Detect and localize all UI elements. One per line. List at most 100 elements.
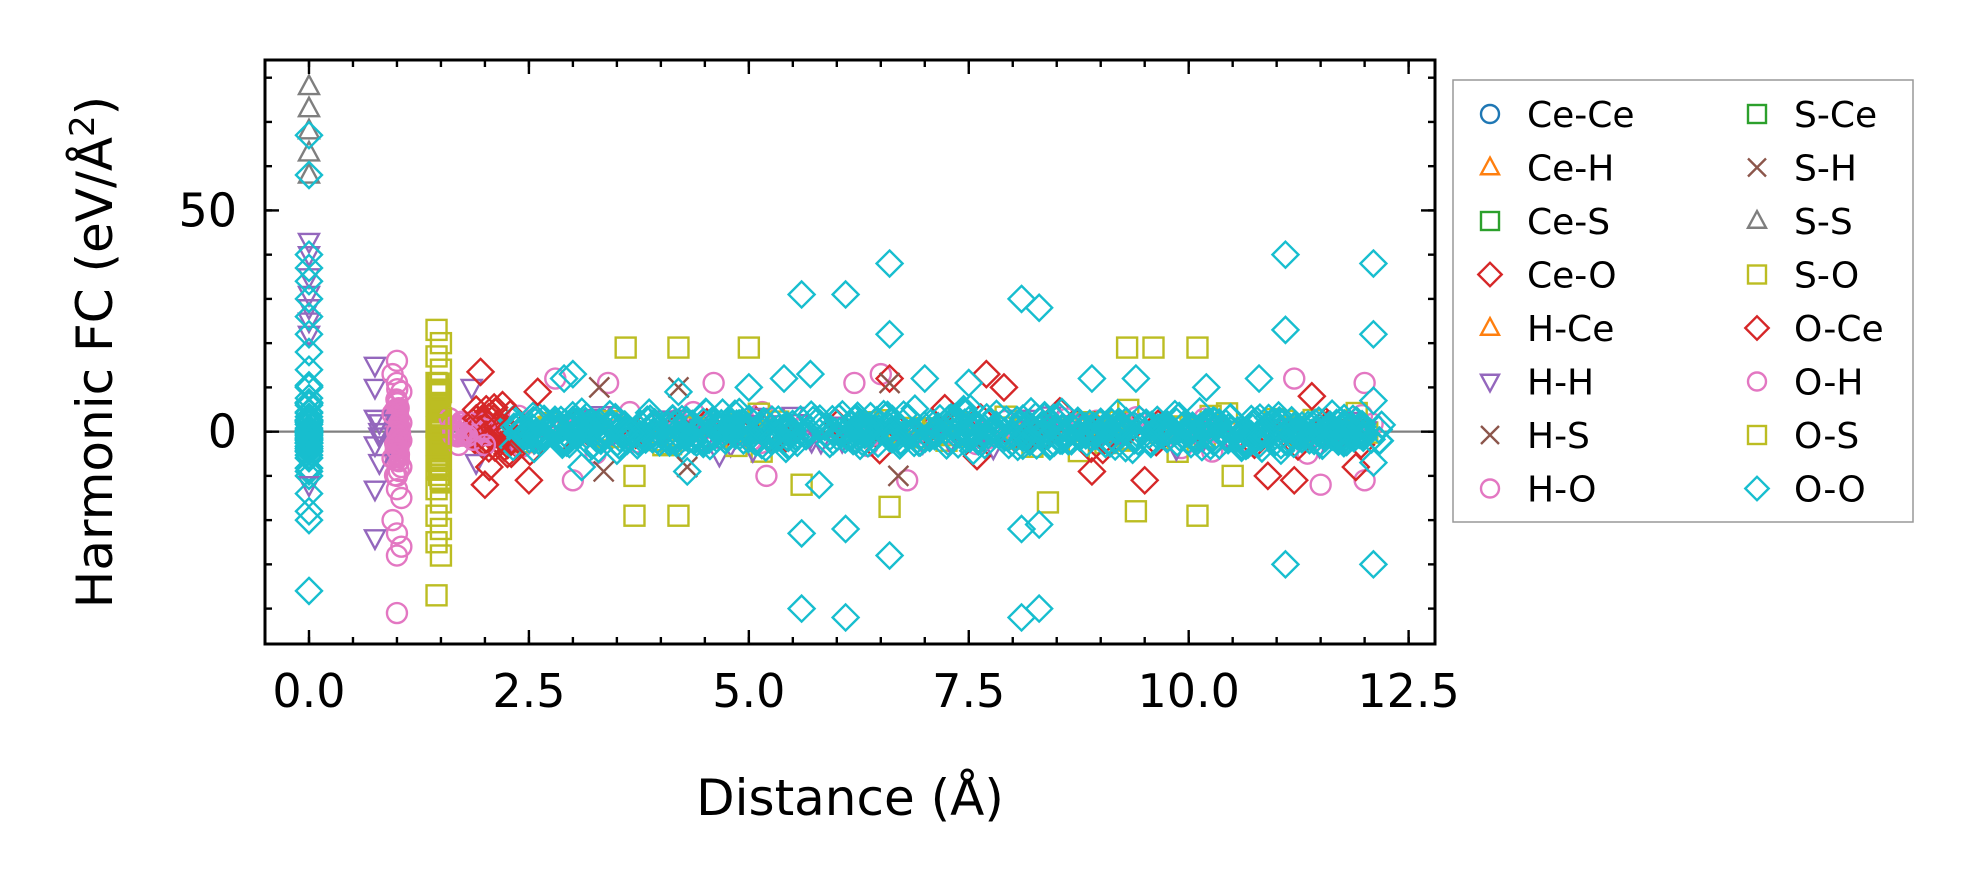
o-o-band-point [710, 409, 741, 439]
o-o-point [294, 284, 324, 314]
o-o-point [294, 319, 324, 350]
s-s-point [296, 161, 321, 184]
o-o-point [294, 372, 324, 403]
ce-o-point [487, 390, 518, 420]
o-o-band-point [1347, 409, 1377, 439]
o-o-point [1121, 363, 1151, 394]
h-h-point [362, 378, 387, 401]
ce-o-point [496, 439, 527, 469]
o-o-band-point [949, 397, 979, 427]
o-o-point [804, 470, 834, 500]
o-o-band-point [1002, 432, 1033, 462]
o-o-band-point [1266, 435, 1296, 466]
o-o-band-point [948, 394, 979, 424]
x-tick-label: 5.0 [712, 664, 785, 718]
h-o-point [596, 371, 620, 395]
o-o-band-point [1020, 401, 1051, 432]
ce-o-point [514, 465, 544, 496]
legend-marker-o-h [1746, 371, 1768, 392]
o-o-point [294, 461, 324, 491]
ce-o-point [989, 372, 1019, 403]
legend-label-h-h: H-H [1527, 363, 1594, 404]
o-o-band-point [883, 422, 913, 452]
h-o-point [390, 486, 413, 510]
o-o-band-point [576, 408, 606, 438]
ce-o-point [523, 377, 553, 407]
o-o-band-point [958, 415, 988, 446]
o-o-point [1006, 284, 1037, 314]
h-o-point [385, 464, 409, 488]
legend-label-ce-s: Ce-S [1527, 202, 1610, 243]
o-o-band-point [1233, 428, 1263, 458]
ce-o-point [1253, 461, 1283, 491]
o-o-band-point [1260, 427, 1291, 457]
o-o-point [294, 443, 324, 473]
o-o-band-point [888, 400, 919, 430]
legend-label-o-h: O-H [1794, 363, 1863, 404]
plot-frame [263, 58, 1437, 646]
ce-o-point [1297, 381, 1327, 411]
h-h-point [296, 325, 321, 348]
o-o-band-point [854, 411, 885, 441]
legend: Ce-Ce Ce-H Ce-S Ce-O H-Ce H-H H-S H-O S-Ce S-H S-S… [1452, 79, 1914, 523]
s-o-point [1142, 336, 1165, 359]
legend-marker-ce-s [1479, 210, 1501, 232]
o-o-band-point [796, 400, 826, 430]
o-o-band-point [707, 418, 738, 449]
legend-marker-h-o [1479, 478, 1501, 499]
h-o-cluster-point [385, 405, 408, 429]
o-o-point [786, 593, 817, 624]
o-o-point [294, 408, 324, 438]
y-tick-label: 50 [178, 183, 237, 237]
o-o-band-point [1320, 418, 1350, 448]
o-o-point [294, 301, 324, 332]
o-o-point [1191, 372, 1221, 403]
o-o-band-point [1273, 427, 1303, 457]
s-o-point [1221, 464, 1244, 488]
o-o-band-point [1028, 411, 1058, 442]
s-o-point [623, 464, 646, 488]
h-o-point [456, 424, 479, 448]
o-o-column-point [294, 388, 324, 418]
ce-o-point [465, 357, 496, 387]
h-o-point [385, 389, 409, 412]
o-o-band-point [1335, 412, 1366, 442]
o-o-point [558, 359, 588, 389]
o-o-band-point [572, 409, 603, 439]
ce-o-point [1279, 465, 1309, 496]
o-o-point [1358, 549, 1389, 580]
o-o-point [795, 359, 826, 389]
o-o-band-point [1181, 427, 1212, 457]
s-o-point [1124, 500, 1148, 523]
o-o-band-point [727, 407, 758, 437]
o-o-point [294, 576, 324, 606]
o-o-band-point [1259, 406, 1289, 437]
x-axis-title: Distance (Å) [696, 769, 1004, 827]
legend-marker-h-h [1478, 373, 1502, 394]
s-s-point [296, 73, 321, 96]
s-o-point [429, 358, 453, 381]
o-o-point [874, 319, 905, 350]
s-o-point [623, 504, 646, 527]
h-s-point [878, 372, 901, 394]
o-o-band-point [777, 409, 808, 439]
ce-o-point [1341, 452, 1371, 482]
s-o-point [425, 433, 448, 457]
legend-marker-h-s [1480, 425, 1500, 445]
h-o-point [385, 544, 409, 567]
h-h-point [296, 245, 321, 269]
o-o-band-point [592, 420, 622, 450]
o-o-band-point [1281, 414, 1311, 445]
o-o-band-point [900, 417, 930, 447]
ce-o-point [461, 394, 491, 425]
legend-marker-o-o [1743, 475, 1771, 502]
h-h-point [362, 409, 387, 432]
o-o-band-point [847, 409, 877, 439]
s-o-point [425, 531, 448, 554]
o-o-band-point [721, 409, 752, 439]
o-o-point [1358, 248, 1389, 279]
legend-label-s-ce: S-Ce [1794, 95, 1877, 136]
o-o-band-point [842, 401, 873, 431]
o-o-point [1006, 514, 1037, 544]
s-o-point [429, 544, 453, 567]
